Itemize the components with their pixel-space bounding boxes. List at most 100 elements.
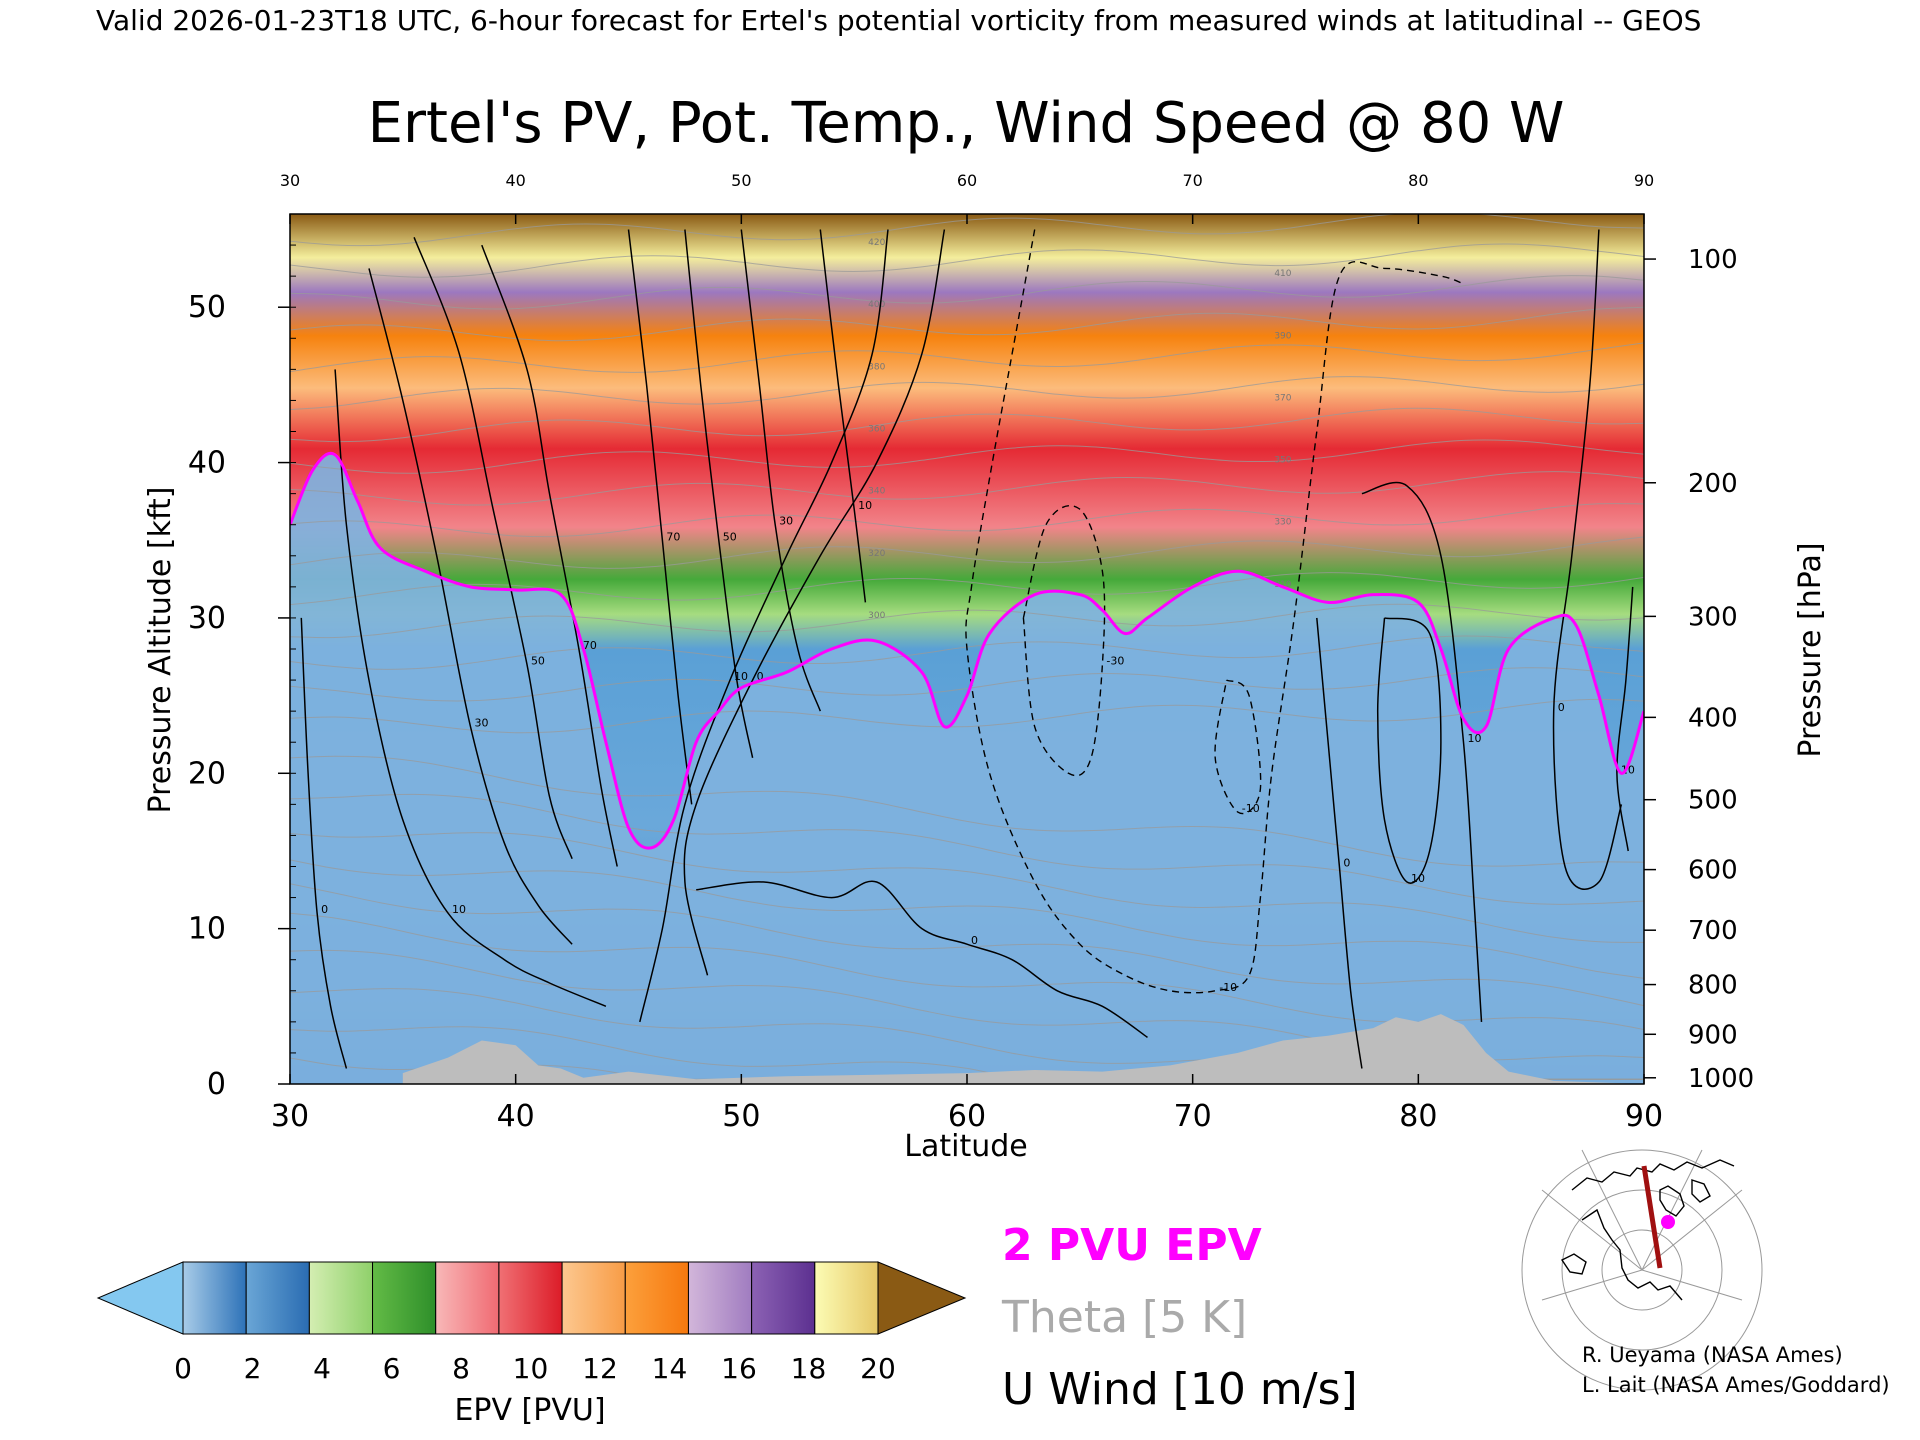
u-wind-contour [1361, 481, 1483, 1022]
colorbar-bin [308, 1261, 374, 1335]
map-section-line [1641, 1165, 1663, 1269]
x-axis-bottom: 30 40 50 60 70 80 90 [271, 1074, 1663, 1134]
theta-contour-line [290, 376, 1644, 411]
u-wind-contour [683, 229, 946, 976]
x-tick-label: 80 [1399, 1099, 1437, 1134]
legend-u-wind: U Wind [10 m/s] [1002, 1364, 1358, 1415]
y2-axis-label: Pressure [hPa] [1793, 542, 1828, 757]
map-meridian [1581, 1149, 1643, 1271]
colorbar-tick-label: 14 [652, 1352, 688, 1385]
x-top-tick-label: 30 [280, 171, 300, 190]
colorbar-bin [182, 1261, 247, 1335]
pressure-tick-label: 1000 [1688, 1064, 1754, 1094]
plot-area: 300310320330340350360370380390400410420 … [188, 171, 1754, 1134]
u-wind-contour-label: -10 [1242, 802, 1260, 815]
chart-title: Ertel's PV, Pot. Temp., Wind Speed @ 80 … [368, 91, 1565, 156]
u-wind-contour-label: 0 [971, 934, 978, 947]
colorbar-bin [561, 1261, 626, 1335]
legend-theta: Theta [5 K] [1001, 1292, 1247, 1343]
u-wind-contour-negative [965, 229, 1464, 994]
pressure-tick-label: 600 [1688, 856, 1738, 886]
y-axis-left: 0 10 20 30 40 50 [188, 244, 296, 1102]
u-wind-contour [639, 229, 889, 1023]
u-wind-contour-label: 10 [858, 499, 872, 512]
map-meridian [1641, 1269, 1743, 1301]
map-meridian [1541, 1189, 1643, 1271]
u-wind-contour [368, 268, 573, 945]
u-wind-contour-label: 0 [757, 670, 764, 683]
theta-contour-line [290, 755, 1644, 867]
u-wind-contour-label: 0 [1558, 701, 1565, 714]
pressure-tick-label: 200 [1688, 469, 1738, 499]
x-tick-label: 40 [497, 1099, 535, 1134]
u-wind-contour-label: 10 [1411, 872, 1425, 885]
u-wind-contour-label: 70 [583, 639, 597, 652]
colorbar-tick-label: 2 [244, 1352, 262, 1385]
theta-contour-line [290, 793, 1644, 905]
colorbar-tick-label: 18 [791, 1352, 827, 1385]
credit-line-2: L. Lait (NASA Ames/Goddard) [1582, 1373, 1890, 1397]
colorbar-bin [814, 1261, 879, 1335]
pressure-tick-label: 800 [1688, 971, 1738, 1001]
x-tick-label: 90 [1625, 1099, 1663, 1134]
theta-contour-line [290, 471, 1644, 506]
credit-line-1: R. Ueyama (NASA Ames) [1582, 1343, 1843, 1367]
colorbar-tick-label: 16 [721, 1352, 757, 1385]
u-wind-contour [627, 229, 693, 805]
pressure-tick-label: 300 [1688, 602, 1738, 632]
x-tick-label: 70 [1174, 1099, 1212, 1134]
colorbar-tick-label: 8 [452, 1352, 470, 1385]
valid-time-header: Valid 2026-01-23T18 UTC, 6-hour forecast… [96, 4, 1701, 37]
x-top-tick-label: 60 [957, 171, 977, 190]
u-wind-contour [696, 880, 1148, 1039]
theta-contour-label: 390 [1274, 331, 1291, 341]
y-tick-label: 0 [207, 1067, 226, 1102]
theta-contour-line [290, 306, 1644, 342]
theta-contour-line [290, 439, 1644, 474]
map-parallel [1561, 1189, 1723, 1351]
theta-contour-line [290, 572, 1644, 606]
theta-contour-label: 400 [868, 300, 885, 310]
y-axis-right-pressure: 100 200 300 400 500 600 700 800 900 1000 [1644, 245, 1754, 1094]
theta-contour-label: 380 [868, 362, 885, 372]
u-wind-contour [1616, 586, 1634, 852]
x-top-tick-label: 50 [731, 171, 751, 190]
y-tick-label: 50 [188, 290, 226, 325]
y-tick-label: 10 [188, 912, 226, 947]
colorbar-tick-label: 4 [313, 1352, 331, 1385]
x-tick-label: 30 [271, 1099, 309, 1134]
u-wind-contour-label: -30 [1106, 655, 1124, 668]
colorbar-bin [624, 1261, 689, 1335]
u-wind-contour-label: -10 [1219, 981, 1237, 994]
u-wind-contour-label: 10 [1467, 732, 1481, 745]
theta-contour-line [290, 342, 1644, 373]
x-axis-top: 30 40 50 60 70 80 90 [280, 171, 1654, 224]
u-wind-contour [413, 237, 573, 859]
theta-contour-label: 410 [1274, 269, 1291, 279]
pressure-tick-label: 100 [1688, 245, 1738, 275]
epv-2pvu-contour [290, 451, 1644, 850]
ground-terrain [402, 1014, 1644, 1084]
x-top-tick-label: 90 [1634, 171, 1654, 190]
map-parallel [1521, 1149, 1763, 1391]
theta-contour-label: 320 [868, 549, 885, 559]
theta-contour-label: 330 [1274, 518, 1291, 528]
y-tick-label: 30 [188, 601, 226, 636]
map-parallel [1601, 1229, 1683, 1311]
u-wind-contour-label: 50 [723, 530, 737, 543]
colorbar-bin [245, 1261, 310, 1335]
pressure-tick-label: 700 [1688, 916, 1738, 946]
u-wind-contour-negative [1022, 505, 1106, 777]
troposphere-fill [290, 453, 1644, 1084]
epv-colorbar: 0 2 4 6 8 10 12 14 16 18 20 [96, 1261, 967, 1385]
theta-contour-line [290, 503, 1644, 538]
map-meridian [1641, 1149, 1703, 1271]
colorbar-tick-label: 12 [582, 1352, 618, 1385]
theta-contour-line [290, 698, 1644, 734]
legend: 2 PVU EPV Theta [5 K] U Wind [10 m/s] [1001, 1220, 1358, 1415]
u-wind-contour-label: 50 [531, 655, 545, 668]
theta-contour-label: 310 [1274, 580, 1291, 590]
theta-contour-line [290, 859, 1644, 979]
colorbar-label: EPV [PVU] [454, 1393, 605, 1428]
u-wind-contour [300, 617, 348, 1069]
